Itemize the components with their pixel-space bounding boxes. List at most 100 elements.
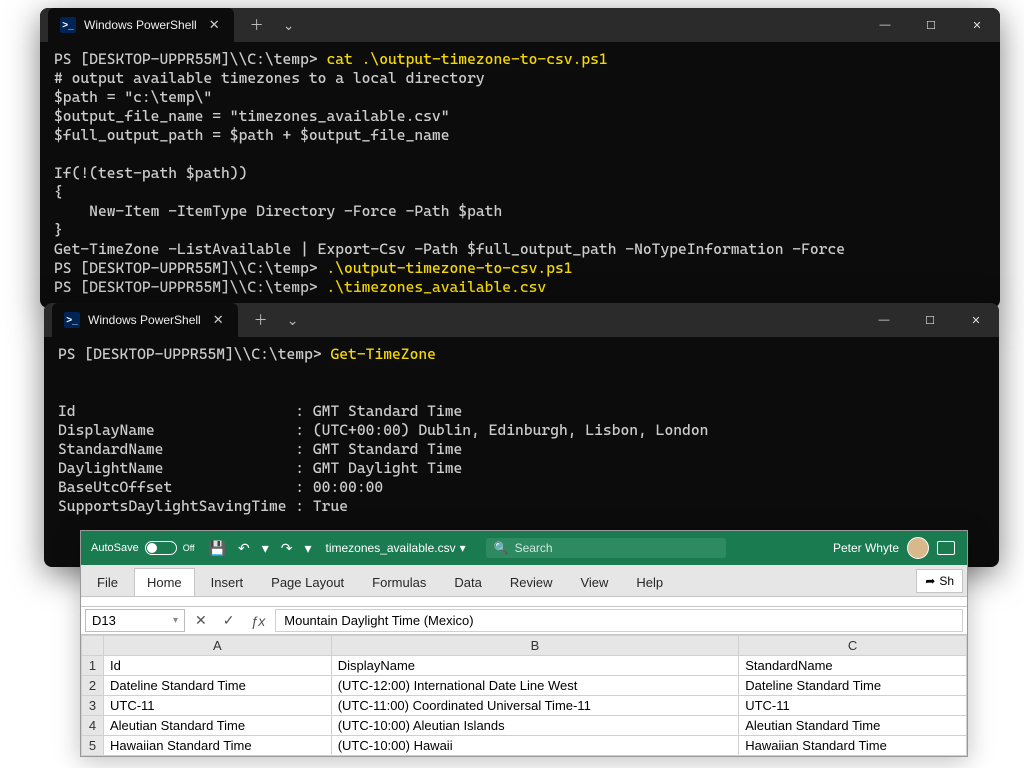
autosave-toggle[interactable] — [145, 541, 177, 555]
undo-icon[interactable]: ↶ — [234, 538, 254, 559]
table-row: 1IdDisplayNameStandardName — [82, 656, 967, 676]
cell[interactable]: Dateline Standard Time — [103, 676, 331, 696]
window-controls: — ☐ ✕ — [862, 8, 1000, 42]
tab-page-layout[interactable]: Page Layout — [259, 569, 356, 596]
cell[interactable]: StandardName — [739, 656, 967, 676]
ribbon-spacer — [81, 597, 967, 607]
command-csv: .\timezones_available.csv — [326, 278, 546, 296]
qat-drop-icon[interactable]: ▾ — [300, 538, 315, 559]
tab-title: Windows PowerShell — [88, 313, 201, 327]
tab-view[interactable]: View — [568, 569, 620, 596]
table-row: 5Hawaiian Standard Time(UTC-10:00) Hawai… — [82, 736, 967, 756]
cell[interactable]: Hawaiian Standard Time — [739, 736, 967, 756]
autosave-label: AutoSave — [91, 542, 139, 554]
autosave-state: Off — [183, 543, 195, 553]
script-line: # output available timezones to a local … — [54, 69, 485, 87]
command: Get-TimeZone — [330, 345, 435, 363]
tab-powershell[interactable]: >_ Windows PowerShell ✕ — [52, 303, 238, 337]
undo-drop-icon[interactable]: ▾ — [258, 538, 273, 559]
autosave[interactable]: AutoSave Off — [81, 541, 205, 555]
col-header[interactable]: A — [103, 636, 331, 656]
tabs-dropdown-icon[interactable]: ⌄ — [278, 305, 308, 335]
excel-window: AutoSave Off 💾 ↶ ▾ ↷ ▾ timezones_availab… — [80, 530, 968, 757]
minimize-button[interactable]: — — [862, 8, 908, 42]
window-controls: — ☐ ✕ — [861, 303, 999, 337]
table-row: 3UTC-11(UTC-11:00) Coordinated Universal… — [82, 696, 967, 716]
titlebar: >_ Windows PowerShell ✕ ＋ ⌄ — ☐ ✕ — [44, 303, 999, 337]
col-header[interactable]: C — [739, 636, 967, 656]
maximize-button[interactable]: ☐ — [908, 8, 954, 42]
out-line: SupportsDaylightSavingTime : True — [58, 497, 348, 515]
sheet[interactable]: A B C 1IdDisplayNameStandardName 2Dateli… — [81, 635, 967, 756]
tab-home[interactable]: Home — [134, 568, 195, 596]
save-icon[interactable]: 💾 — [205, 538, 230, 559]
table-row: 2Dateline Standard Time(UTC-12:00) Inter… — [82, 676, 967, 696]
prompt: PS [DESKTOP-UPPR55M]\\C:\temp> — [58, 345, 322, 363]
tab-insert[interactable]: Insert — [199, 569, 256, 596]
powershell-window-2: >_ Windows PowerShell ✕ ＋ ⌄ — ☐ ✕ PS [DE… — [44, 303, 999, 567]
user-area[interactable]: Peter Whyte — [821, 537, 967, 559]
row-header[interactable]: 3 — [82, 696, 104, 716]
grid: A B C 1IdDisplayNameStandardName 2Dateli… — [81, 635, 967, 756]
ribbon: File Home Insert Page Layout Formulas Da… — [81, 565, 967, 597]
tab-data[interactable]: Data — [442, 569, 493, 596]
cancel-formula-icon[interactable]: ✕ — [189, 612, 213, 629]
select-all[interactable] — [82, 636, 104, 656]
new-tab-button[interactable]: ＋ — [242, 10, 272, 40]
tab-formulas[interactable]: Formulas — [360, 569, 438, 596]
row-header[interactable]: 4 — [82, 716, 104, 736]
cell[interactable]: Id — [103, 656, 331, 676]
out-line: DisplayName : (UTC+00:00) Dublin, Edinbu… — [58, 421, 708, 439]
tab-file[interactable]: File — [85, 569, 130, 596]
redo-icon[interactable]: ↷ — [277, 538, 297, 559]
close-tab-icon[interactable]: ✕ — [209, 312, 228, 328]
filename[interactable]: timezones_available.csv ▾ — [316, 541, 476, 555]
share-label: Sh — [939, 574, 954, 588]
tabs-dropdown-icon[interactable]: ⌄ — [274, 10, 304, 40]
tab-help[interactable]: Help — [624, 569, 675, 596]
maximize-button[interactable]: ☐ — [907, 303, 953, 337]
cell[interactable]: (UTC-10:00) Hawaii — [331, 736, 739, 756]
table-row: 4Aleutian Standard Time(UTC-10:00) Aleut… — [82, 716, 967, 736]
cell[interactable]: UTC-11 — [103, 696, 331, 716]
col-header[interactable]: B — [331, 636, 739, 656]
enter-formula-icon[interactable]: ✓ — [217, 612, 241, 629]
cell[interactable]: (UTC-10:00) Aleutian Islands — [331, 716, 739, 736]
row-header[interactable]: 5 — [82, 736, 104, 756]
new-tab-button[interactable]: ＋ — [246, 305, 276, 335]
close-window-button[interactable]: ✕ — [954, 8, 1000, 42]
excel-titlebar: AutoSave Off 💾 ↶ ▾ ↷ ▾ timezones_availab… — [81, 531, 967, 565]
cell[interactable]: (UTC-11:00) Coordinated Universal Time-1… — [331, 696, 739, 716]
search-box[interactable]: 🔍 Search — [486, 538, 726, 558]
cell[interactable]: DisplayName — [331, 656, 739, 676]
name-box[interactable]: D13▾ — [85, 609, 185, 632]
close-tab-icon[interactable]: ✕ — [205, 17, 224, 33]
cell[interactable]: Aleutian Standard Time — [103, 716, 331, 736]
share-button[interactable]: ➦Sh — [916, 569, 963, 593]
cell[interactable]: Aleutian Standard Time — [739, 716, 967, 736]
column-headers: A B C — [82, 636, 967, 656]
cell[interactable]: (UTC-12:00) International Date Line West — [331, 676, 739, 696]
script-line: $path = "c:\temp\" — [54, 88, 212, 106]
cell[interactable]: UTC-11 — [739, 696, 967, 716]
terminal-output[interactable]: PS [DESKTOP-UPPR55M]\\C:\temp> cat .\out… — [40, 42, 1000, 308]
powershell-icon: >_ — [60, 17, 76, 33]
namebox-value: D13 — [92, 613, 116, 628]
minimize-button[interactable]: — — [861, 303, 907, 337]
tab-powershell[interactable]: >_ Windows PowerShell ✕ — [48, 8, 234, 42]
script-line: { — [54, 183, 63, 201]
present-icon[interactable] — [937, 541, 955, 555]
cell[interactable]: Dateline Standard Time — [739, 676, 967, 696]
filename-text: timezones_available.csv — [326, 541, 456, 555]
powershell-icon: >_ — [64, 312, 80, 328]
row-header[interactable]: 2 — [82, 676, 104, 696]
close-window-button[interactable]: ✕ — [953, 303, 999, 337]
row-header[interactable]: 1 — [82, 656, 104, 676]
fx-icon[interactable]: ƒx — [244, 613, 271, 629]
script-line: } — [54, 221, 63, 239]
formula-input[interactable]: Mountain Daylight Time (Mexico) — [275, 609, 963, 632]
cell[interactable]: Hawaiian Standard Time — [103, 736, 331, 756]
prompt: PS [DESKTOP-UPPR55M]\\C:\temp> — [54, 259, 318, 277]
tab-review[interactable]: Review — [498, 569, 565, 596]
tab-actions: ＋ ⌄ — [246, 303, 308, 337]
